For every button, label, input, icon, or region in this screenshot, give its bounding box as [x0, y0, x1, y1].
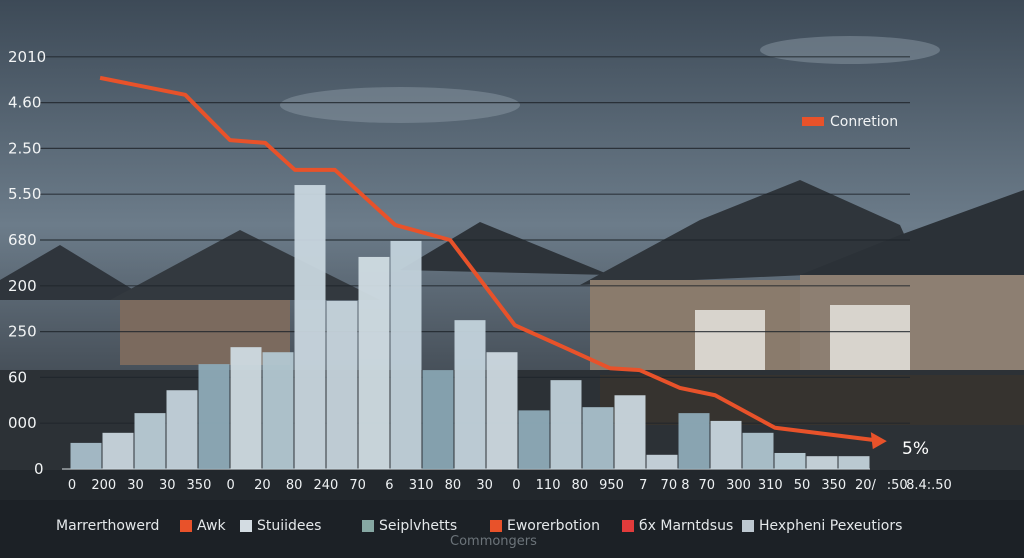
legend-swatch — [240, 520, 252, 532]
bar — [742, 432, 774, 469]
x-tick-label: 200 — [91, 478, 116, 493]
legend-swatch — [362, 520, 374, 532]
x-tick-label: 6 — [385, 478, 393, 493]
x-tick-label: 0 — [68, 478, 76, 493]
bar — [166, 390, 198, 469]
bar — [710, 420, 742, 469]
x-tick-label: 310 — [409, 478, 434, 493]
y-tick-label: 60 — [8, 368, 27, 386]
legend-item: Eworerbotion — [490, 518, 600, 534]
x-tick-label: 80 — [286, 478, 303, 493]
y-tick-label: 000 — [8, 414, 37, 432]
x-tick-label: 950 — [599, 478, 624, 493]
legend-item: Marrerthowerd — [56, 518, 159, 534]
bar — [646, 454, 678, 469]
legend-label: Hexpheni Pexeutiors — [759, 518, 903, 534]
x-tick-label: 30 — [127, 478, 144, 493]
x-tick-label: 0 — [227, 478, 235, 493]
legend-item: бx Marntdsus — [622, 518, 733, 534]
legend-item: Hexpheni Pexeutiors — [742, 518, 902, 534]
x-tick-label: 70 — [699, 478, 716, 493]
bar — [582, 407, 614, 469]
legend-label: Eworerbotion — [507, 518, 600, 534]
legend-swatch — [180, 520, 192, 532]
x-tick-label: 300 — [726, 478, 751, 493]
y-tick-label: 5.50 — [8, 185, 41, 203]
legend-swatch — [490, 520, 502, 532]
bar — [230, 347, 262, 469]
bar — [422, 370, 454, 469]
x-tick-label: 8.4:.50 — [906, 478, 952, 493]
x-tick-label: 310 — [758, 478, 783, 493]
x-tick-label: 70 8 — [661, 478, 690, 493]
bar — [358, 256, 390, 469]
legend-footer: Commongers — [450, 534, 537, 549]
bar — [294, 185, 326, 470]
legend-label: Awk — [197, 518, 226, 534]
bar — [486, 352, 518, 469]
line-legend-label: Conretion — [830, 114, 898, 130]
bar — [838, 456, 870, 469]
bar — [774, 452, 806, 469]
line-series — [99, 75, 876, 443]
y-tick-label: 2010 — [8, 48, 46, 66]
legend-item: Seiplvhetts — [362, 518, 457, 534]
line-legend-swatch — [802, 117, 824, 126]
x-tick-label: 80 — [572, 478, 589, 493]
legend: Marrerthowerd Awk Stuiidees Seiplvhetts Ewor… — [0, 500, 1024, 558]
x-tick-label: 110 — [536, 478, 561, 493]
x-tick-label: 30 — [159, 478, 176, 493]
x-tick-label: 80 — [445, 478, 462, 493]
y-tick-label: 200 — [8, 277, 37, 295]
x-tick-label: 0 — [512, 478, 520, 493]
bar — [454, 320, 486, 469]
x-tick-label: 70 — [349, 478, 366, 493]
y-tick-label: 4.60 — [8, 94, 41, 112]
legend-item: Stuiidees — [240, 518, 321, 534]
legend-label: Seiplvhetts — [379, 518, 458, 534]
legend-label: Marrerthowerd — [56, 518, 160, 534]
legend-swatch — [622, 520, 634, 532]
bar — [614, 395, 646, 469]
x-tick-label: 240 — [313, 478, 338, 493]
bar — [70, 442, 102, 469]
x-tick-label: 350 — [821, 478, 846, 493]
bar — [518, 410, 550, 469]
x-tick-label: 50 — [794, 478, 811, 493]
x-tick-label: 7 — [639, 478, 647, 493]
arrow-head — [870, 432, 887, 450]
bar — [102, 432, 134, 469]
bar — [326, 300, 358, 469]
bar — [134, 413, 166, 469]
bar — [198, 364, 230, 469]
bar — [550, 380, 582, 469]
y-tick-label: 250 — [8, 323, 37, 341]
x-tick-label: 350 — [187, 478, 212, 493]
line-end-label: 5% — [902, 439, 929, 459]
legend-item: Awk — [180, 518, 226, 534]
x-tick-label: 20 — [254, 478, 271, 493]
bar — [806, 456, 838, 469]
x-tick-label: :50 — [887, 478, 908, 493]
bar — [390, 240, 422, 469]
x-tick-label: 20/ — [855, 478, 877, 493]
legend-label: бx Marntdsus — [639, 518, 734, 534]
legend-swatch — [742, 520, 754, 532]
y-tick-label: 2.50 — [8, 139, 41, 157]
x-tick-label: 30 — [476, 478, 493, 493]
bar — [678, 413, 710, 469]
legend-label: Stuiidees — [257, 518, 322, 534]
y-tick-label: 0 — [34, 460, 44, 478]
y-tick-label: 680 — [8, 231, 37, 249]
bar — [262, 352, 294, 469]
